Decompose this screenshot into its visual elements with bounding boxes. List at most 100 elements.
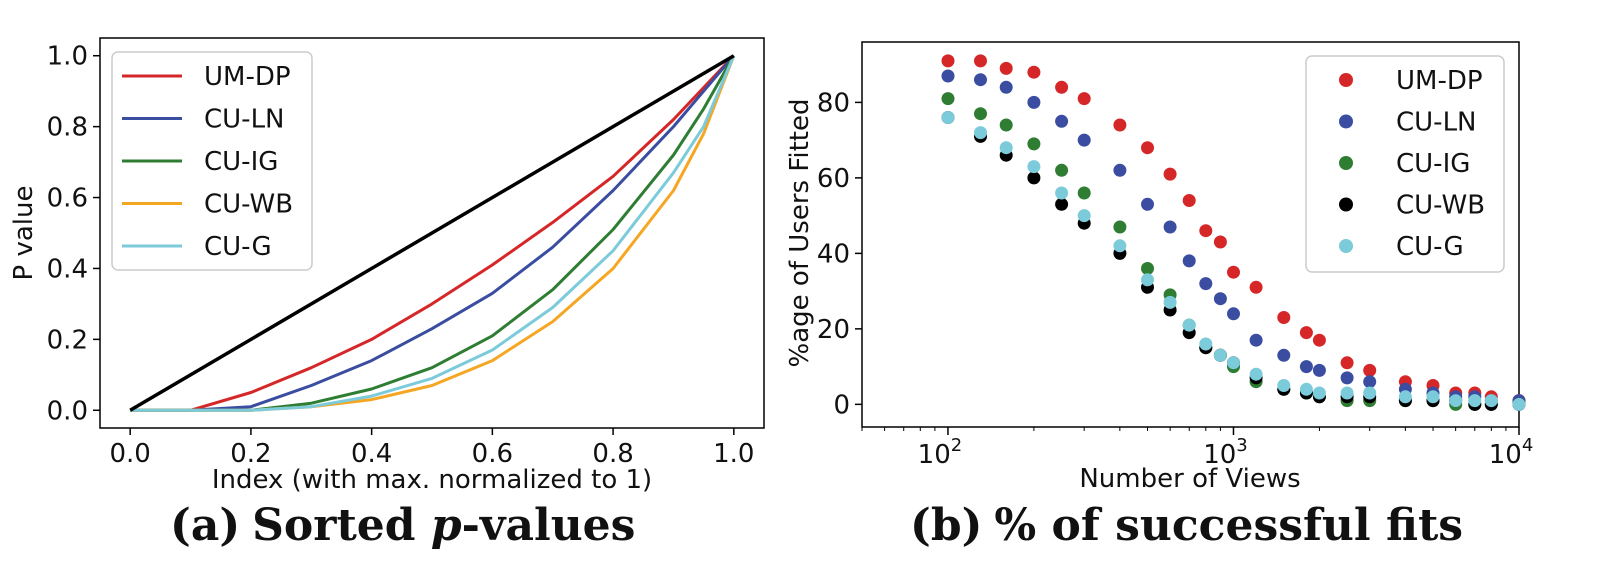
panel-a-caption-tag: (a) (170, 500, 240, 551)
panel-b-caption-text: % of successful fits (994, 500, 1463, 551)
panel-b-point-um-dp (1363, 363, 1377, 377)
panel-a-caption-post: -values (462, 500, 636, 551)
panel-b-point-cu-ln (1363, 375, 1377, 389)
panel-a-reference-diagonal-line (129, 54, 735, 412)
panel-b-point-um-dp (1027, 65, 1041, 79)
panel-a-legend-label-cu-ln: CU-LN (204, 105, 285, 135)
panel-b-legend-label-um-dp: UM-DP (1396, 66, 1483, 96)
panel-b-point-cu-ln (1227, 307, 1240, 321)
panel-a-caption-pre: Sorted (252, 500, 431, 551)
panel-a-legend-label-cu-g: CU-G (204, 232, 272, 262)
panel-a-legend-label-cu-ig: CU-IG (204, 147, 278, 177)
panel-b-y-tick-label: 20 (817, 315, 850, 345)
panel-b-point-cu-ln (941, 69, 955, 83)
panel-a-y-tick-label: 1.0 (47, 42, 88, 72)
panel-a-x-tick-label: 0.8 (592, 439, 633, 469)
panel-b-point-cu-g (1484, 394, 1498, 408)
panel-b-point-cu-g (1227, 356, 1240, 370)
panel-a-y-tick-label: 0.8 (47, 113, 88, 143)
panel-b-point-cu-ig (1027, 137, 1041, 151)
panel-b-point-cu-g (999, 141, 1013, 155)
panel-a-y-axis-label: P value (9, 186, 39, 281)
panel-a-y-tick-label: 0.0 (47, 396, 88, 426)
panel-b-point-cu-ln (1199, 277, 1213, 291)
panel-b-point-um-dp (974, 54, 987, 68)
panel-b-point-cu-ln (999, 80, 1013, 94)
panel-b-point-cu-g (1077, 209, 1091, 223)
panel-b-legend-label-cu-ln: CU-LN (1396, 108, 1477, 138)
panel-b-point-um-dp (1199, 224, 1213, 238)
panel-b-point-cu-g (1312, 386, 1326, 400)
panel-b-point-cu-ln (1277, 348, 1291, 362)
panel-a-plot-frame (99, 37, 765, 429)
panel-b-y-tick-label: 0 (833, 390, 850, 420)
panel-b-point-cu-g (1363, 386, 1377, 400)
panel-a-legend: UM-DP CU-LN CU-IG CU-WB CU-G (111, 51, 313, 271)
panel-b-legend-marker-cu-ln (1339, 114, 1353, 129)
panel-b-point-cu-g (941, 111, 955, 124)
panel-a-caption: (a) Sorted p-values (170, 500, 635, 551)
panel-b-point-cu-g (1182, 318, 1196, 332)
panel-b-point-cu-ln (1213, 292, 1227, 306)
panel-b-point-cu-g (1027, 160, 1041, 174)
panel-b-point-um-dp (1227, 265, 1240, 279)
panel-b-point-cu-g (1449, 394, 1463, 408)
panel-b-legend-marker-cu-ig (1339, 156, 1353, 170)
panel-a-caption-var: p (431, 500, 462, 551)
panel-b-legend-label-cu-wb: CU-WB (1396, 191, 1485, 221)
panel-a-y-tick-label: 0.2 (47, 325, 88, 355)
panel-b-point-cu-ln (1182, 254, 1196, 268)
panel-b-point-cu-g (1426, 390, 1440, 404)
panel-b-point-um-dp (1277, 311, 1291, 324)
panel-b-legend-marker-cu-wb (1339, 197, 1353, 212)
panel-b-legend-marker-um-dp (1339, 73, 1353, 87)
panel-b-caption: (b)% of successful fits (910, 500, 1463, 551)
panel-b-point-um-dp (1249, 280, 1263, 294)
panel-b-point-cu-g (1055, 186, 1069, 200)
panel-b-legend-label-cu-ig: CU-IG (1396, 149, 1470, 179)
panel-a-legend-frame (111, 51, 313, 271)
panel-b-point-um-dp (1340, 356, 1354, 370)
panel-b-point-cu-wb (1027, 171, 1041, 185)
panel-b-legend-frame (1305, 55, 1505, 273)
panel-b-point-cu-g (1468, 394, 1482, 408)
panel-b-point-um-dp (1299, 326, 1313, 340)
panel-b-point-um-dp (999, 61, 1013, 75)
panel-b-point-um-dp (1312, 333, 1326, 347)
panel-b-point-cu-ln (1141, 197, 1154, 211)
panel-b-point-cu-g (1277, 379, 1291, 392)
panel-a-x-tick-label: 0.2 (230, 439, 271, 469)
panel-b-point-cu-g (1249, 367, 1263, 381)
panel-b-point-cu-ln (1249, 333, 1263, 347)
panel-b-point-cu-g (1213, 348, 1227, 362)
panel-b-point-um-dp (1055, 80, 1069, 94)
panel-b-point-um-dp (1182, 194, 1196, 207)
panel-b-y-tick-label: 80 (817, 88, 850, 118)
panel-a-legend-label-cu-wb: CU-WB (204, 190, 293, 220)
panel-a-legend-label-um-dp: UM-DP (204, 62, 291, 92)
panel-a-y-tick-label: 0.4 (47, 254, 88, 284)
panel-b-point-cu-ig (941, 92, 955, 106)
panel-a-series-line-cu-g (130, 55, 736, 412)
panel-a-series-line-cu-ln (130, 54, 735, 412)
panel-a-sorted-p-values: 0.0 0.2 0.4 0.6 0.8 1.0 0.0 0.2 0.4 0.6 0.8 1.0 In… (9, 37, 765, 551)
panel-b-point-cu-g (1340, 386, 1354, 400)
panel-b-point-cu-ln (1299, 360, 1313, 374)
panel-b-point-um-dp (1163, 167, 1177, 181)
panel-b-point-cu-ln (1077, 133, 1091, 147)
panel-b-point-cu-ln (1312, 363, 1326, 377)
panel-b-x-tick-label: 103 (1203, 435, 1248, 470)
panel-b-y-tick-label: 40 (817, 239, 850, 269)
panel-b-point-cu-ig (1141, 262, 1154, 275)
panel-b-point-cu-g (1141, 273, 1154, 287)
panel-b-point-cu-ig (1077, 186, 1091, 200)
panel-b-point-cu-ig (1113, 220, 1127, 234)
panel-b-plot-frame (861, 41, 1520, 428)
panel-a-x-tick-label: 0.0 (110, 439, 151, 469)
panel-b-point-cu-ig (1055, 163, 1069, 177)
panel-b-point-cu-g (1199, 337, 1213, 351)
panel-b-point-um-dp (941, 54, 955, 68)
panel-b-caption-tag: (b) (910, 500, 982, 551)
panel-b-point-cu-ln (1055, 114, 1069, 128)
